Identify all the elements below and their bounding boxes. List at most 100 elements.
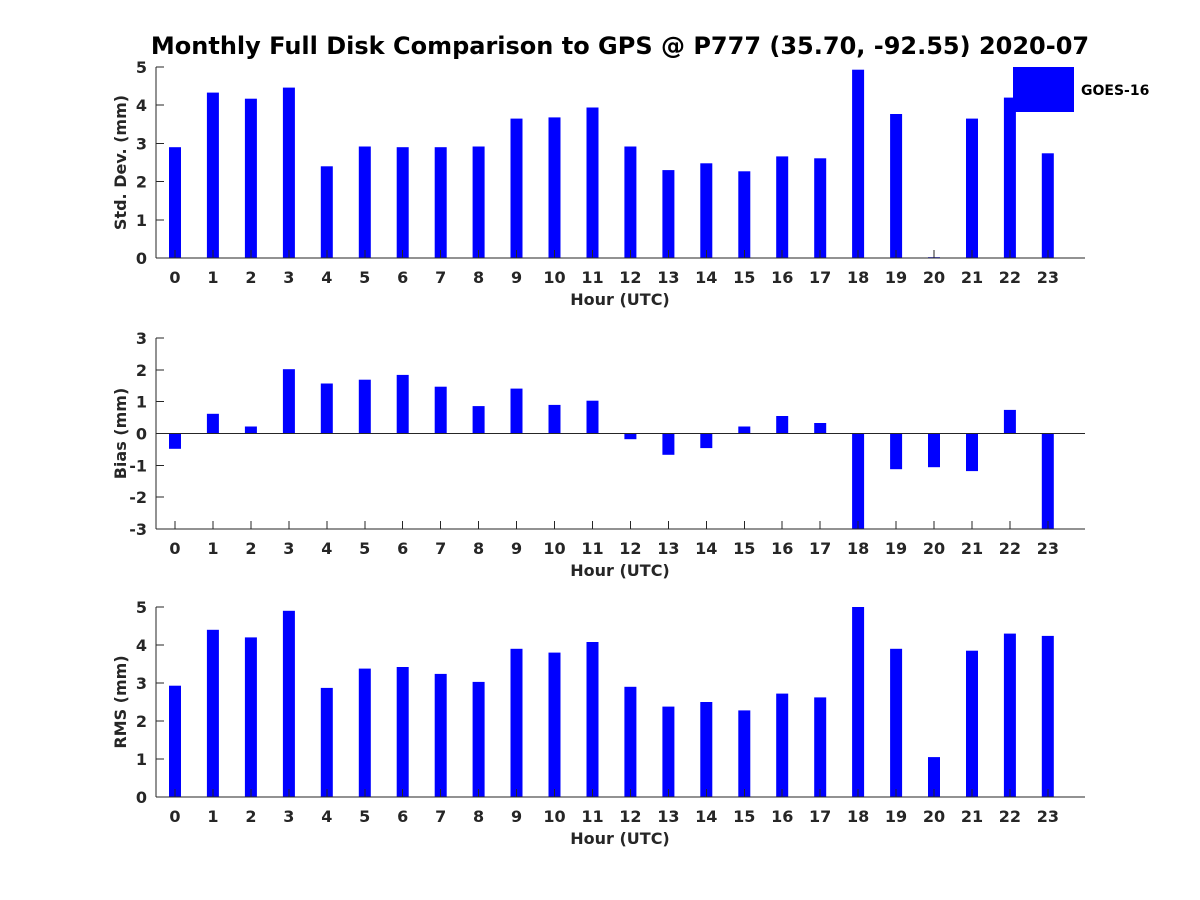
bar-rms-hour-0 — [169, 685, 181, 797]
bar-bias-hour-13 — [662, 433, 675, 455]
bar-stddev-hour-9 — [510, 118, 523, 258]
bar-bias-hour-21 — [966, 433, 978, 472]
bar-rms-hour-3 — [282, 610, 295, 797]
x-tick-label-stddev: 22 — [999, 268, 1021, 287]
y-axis-label-bias: Bias (mm) — [111, 388, 130, 480]
x-tick-label-bias: 2 — [245, 539, 256, 558]
bar-rms-hour-23 — [1041, 635, 1054, 797]
bar-bias-hour-0 — [169, 433, 181, 449]
x-tick-label-rms: 20 — [923, 807, 945, 826]
bar-stddev-hour-11 — [586, 107, 599, 258]
x-tick-label-bias: 9 — [511, 539, 522, 558]
x-tick-label-stddev: 12 — [619, 268, 641, 287]
x-tick-label-bias: 11 — [581, 539, 603, 558]
y-tick-label-bias: 3 — [136, 329, 147, 348]
bar-bias-hour-11 — [586, 400, 599, 434]
x-tick-label-stddev: 10 — [543, 268, 565, 287]
x-tick-label-rms: 7 — [435, 807, 446, 826]
x-tick-label-rms: 5 — [359, 807, 370, 826]
x-axis-label-rms: Hour (UTC) — [570, 829, 670, 848]
x-tick-label-rms: 14 — [695, 807, 717, 826]
bar-rms-hour-4 — [320, 687, 333, 797]
x-tick-label-rms: 16 — [771, 807, 793, 826]
x-tick-label-stddev: 19 — [885, 268, 907, 287]
bar-rms-hour-21 — [966, 650, 978, 797]
x-tick-label-bias: 6 — [397, 539, 408, 558]
bar-bias-hour-8 — [472, 406, 485, 434]
bar-bias-hour-23 — [1041, 433, 1054, 529]
x-tick-label-bias: 16 — [771, 539, 793, 558]
y-tick-label-stddev: 0 — [136, 249, 147, 268]
x-tick-label-rms: 23 — [1037, 807, 1059, 826]
y-tick-label-rms: 3 — [136, 674, 147, 693]
bar-rms-hour-9 — [510, 648, 523, 797]
x-tick-label-rms: 1 — [207, 807, 218, 826]
bar-rms-hour-13 — [662, 706, 675, 797]
y-axis-label-stddev: Std. Dev. (mm) — [111, 95, 130, 230]
y-tick-label-rms: 0 — [136, 788, 147, 807]
bar-stddev-hour-0 — [169, 147, 181, 258]
x-tick-label-stddev: 5 — [359, 268, 370, 287]
x-tick-label-bias: 14 — [695, 539, 717, 558]
y-tick-label-bias: -1 — [129, 456, 147, 475]
x-tick-label-stddev: 13 — [657, 268, 679, 287]
bar-rms-hour-7 — [434, 673, 447, 797]
x-tick-label-stddev: 4 — [321, 268, 332, 287]
bar-bias-hour-16 — [776, 416, 789, 434]
x-tick-label-rms: 13 — [657, 807, 679, 826]
x-tick-label-bias: 4 — [321, 539, 332, 558]
x-tick-label-stddev: 21 — [961, 268, 983, 287]
y-tick-label-rms: 2 — [136, 712, 147, 731]
bar-rms-hour-2 — [244, 637, 257, 797]
bar-rms-hour-19 — [890, 648, 903, 797]
x-tick-label-bias: 19 — [885, 539, 907, 558]
bar-bias-hour-10 — [548, 404, 561, 434]
y-tick-label-stddev: 4 — [136, 96, 147, 115]
bar-stddev-hour-18 — [852, 69, 865, 258]
bar-stddev-hour-4 — [320, 166, 333, 258]
bar-bias-hour-4 — [320, 383, 333, 434]
x-tick-label-rms: 9 — [511, 807, 522, 826]
x-axis-label-bias: Hour (UTC) — [570, 561, 670, 580]
bar-rms-hour-8 — [472, 681, 485, 797]
legend-label: GOES-16 — [1081, 83, 1149, 99]
x-tick-label-stddev: 9 — [511, 268, 522, 287]
bar-stddev-hour-3 — [282, 87, 295, 258]
x-tick-label-rms: 11 — [581, 807, 603, 826]
bar-bias-hour-15 — [738, 426, 751, 434]
bar-stddev-hour-21 — [966, 118, 978, 258]
bar-stddev-hour-22 — [1003, 97, 1016, 258]
x-tick-label-bias: 0 — [169, 539, 180, 558]
x-tick-label-bias: 23 — [1037, 539, 1059, 558]
y-tick-label-bias: 0 — [136, 425, 147, 444]
x-tick-label-bias: 5 — [359, 539, 370, 558]
y-tick-label-bias: -3 — [129, 520, 147, 539]
x-tick-label-bias: 1 — [207, 539, 218, 558]
bar-rms-hour-10 — [548, 652, 561, 797]
x-tick-label-rms: 2 — [245, 807, 256, 826]
x-tick-label-rms: 21 — [961, 807, 983, 826]
bar-stddev-hour-2 — [244, 98, 257, 258]
x-tick-label-stddev: 15 — [733, 268, 755, 287]
bar-stddev-hour-1 — [206, 92, 219, 258]
x-tick-label-stddev: 1 — [207, 268, 218, 287]
bar-stddev-hour-12 — [624, 146, 637, 258]
bar-rms-hour-12 — [624, 686, 637, 797]
x-tick-label-stddev: 16 — [771, 268, 793, 287]
y-tick-label-rms: 4 — [136, 636, 147, 655]
x-tick-label-stddev: 18 — [847, 268, 869, 287]
bar-rms-hour-15 — [738, 710, 751, 797]
bar-bias-hour-7 — [434, 386, 447, 434]
bar-bias-hour-12 — [624, 433, 637, 440]
x-axis-label-stddev: Hour (UTC) — [570, 290, 670, 309]
x-tick-label-rms: 17 — [809, 807, 831, 826]
x-tick-label-rms: 6 — [397, 807, 408, 826]
x-tick-label-stddev: 0 — [169, 268, 180, 287]
x-tick-label-stddev: 8 — [473, 268, 484, 287]
x-tick-label-rms: 12 — [619, 807, 641, 826]
bar-stddev-hour-13 — [662, 170, 675, 258]
